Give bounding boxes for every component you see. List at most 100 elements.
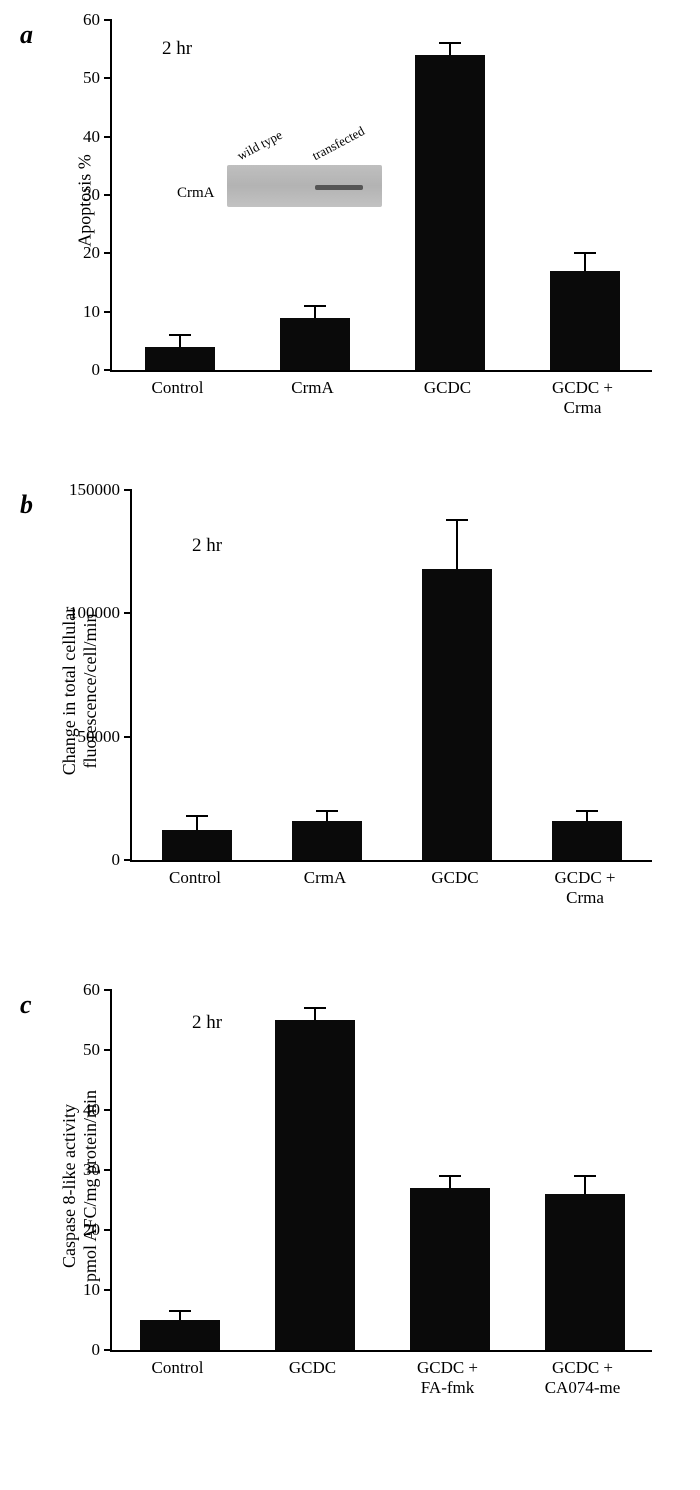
error-cap [186,815,208,817]
panel-c-chart: Caspase 8-like activity pmol AFC/mg prot… [110,990,670,1397]
error-cap [574,1175,596,1177]
panel-b: b Change in total cellular fluorescence/… [20,490,680,960]
bar-wrap [415,20,485,370]
ytick-label: 30 [83,185,100,205]
error-bar [196,816,198,831]
bar [162,830,232,860]
ytick-label: 0 [92,1340,101,1360]
error-cap [446,519,468,521]
bar [280,318,350,371]
xlabel: GCDC + Crma [528,378,638,417]
ytick-label: 150000 [69,480,120,500]
panel-a-label: a [20,20,33,50]
panel-b-bars [132,490,652,860]
ytick [104,1049,112,1051]
xlabel: GCDC + CA074-me [528,1358,638,1397]
error-cap [574,252,596,254]
ytick [104,77,112,79]
ytick [104,1169,112,1171]
bar-wrap [145,20,215,370]
error-cap [316,810,338,812]
error-cap [304,305,326,307]
bar [545,1194,625,1350]
ytick [104,1109,112,1111]
ytick-label: 0 [112,850,121,870]
error-cap [439,1175,461,1177]
panel-c-label: c [20,990,32,1020]
ytick-label: 60 [83,10,100,30]
error-bar [314,1008,316,1020]
bar-wrap [410,990,490,1350]
ytick [104,194,112,196]
ytick [104,1229,112,1231]
panel-a-bars [112,20,652,370]
xlabel: GCDC + Crma [530,868,640,907]
error-cap [576,810,598,812]
bar-wrap [280,20,350,370]
error-cap [169,1310,191,1312]
error-bar [314,306,316,318]
bar [140,1320,220,1350]
bar-wrap [275,990,355,1350]
error-bar [326,811,328,821]
ytick [124,612,132,614]
ytick-label: 10 [83,1280,100,1300]
xlabel: Control [123,1358,233,1397]
figure-root: a Apoptosis % 2 hr CrmA wild type transf… [0,0,700,1490]
ytick [104,369,112,371]
bar-wrap [140,990,220,1350]
panel-a: a Apoptosis % 2 hr CrmA wild type transf… [20,20,680,460]
error-bar [179,335,181,347]
panel-c-bars [112,990,652,1350]
ytick-label: 40 [83,127,100,147]
ytick-label: 50 [83,1040,100,1060]
bar-wrap [545,990,625,1350]
ytick [104,136,112,138]
xlabel: CrmA [258,378,368,417]
error-cap [304,1007,326,1009]
panel-a-xlabels: Control CrmA GCDC GCDC + Crma [110,378,650,417]
ytick [104,1289,112,1291]
panel-c: c Caspase 8-like activity pmol AFC/mg pr… [20,990,680,1450]
panel-b-chart: Change in total cellular fluorescence/ce… [110,490,670,907]
ytick-label: 0 [92,360,101,380]
xlabel: Control [140,868,250,907]
ytick [124,489,132,491]
bar [552,821,622,860]
bar-wrap [162,490,232,860]
ytick-label: 10 [83,302,100,322]
panel-b-plot: 2 hr 050000100000150000 [130,490,652,862]
ytick-label: 20 [83,1220,100,1240]
ytick [104,252,112,254]
ytick-label: 30 [83,1160,100,1180]
bar-wrap [292,490,362,860]
panel-a-chart: Apoptosis % 2 hr CrmA wild type transfec… [110,20,670,417]
bar [422,569,492,860]
ytick-label: 40 [83,1100,100,1120]
panel-a-plot: 2 hr CrmA wild type transfected 01020304… [110,20,652,372]
panel-c-xlabels: ControlGCDCGCDC + FA-fmkGCDC + CA074-me [110,1358,650,1397]
ytick-label: 50000 [78,727,121,747]
error-bar [584,253,586,271]
xlabel: Control [123,378,233,417]
xlabel: GCDC [400,868,510,907]
error-bar [586,811,588,821]
panel-c-plot: 2 hr 0102030405060 [110,990,652,1352]
error-cap [439,42,461,44]
panel-b-label: b [20,490,33,520]
ytick [104,311,112,313]
bar-wrap [422,490,492,860]
panel-b-xlabels: Control CrmA GCDC GCDC + Crma [130,868,650,907]
xlabel: GCDC [393,378,503,417]
bar [275,1020,355,1350]
ytick-label: 20 [83,243,100,263]
error-cap [169,334,191,336]
error-bar [449,1176,451,1188]
ytick [104,1349,112,1351]
bar-wrap [550,20,620,370]
bar-wrap [552,490,622,860]
xlabel: CrmA [270,868,380,907]
ytick-label: 60 [83,980,100,1000]
xlabel: GCDC + FA-fmk [393,1358,503,1397]
error-bar [179,1311,181,1320]
